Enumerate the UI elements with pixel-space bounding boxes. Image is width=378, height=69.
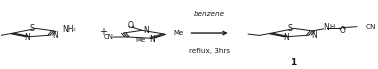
Text: CN: CN — [365, 24, 376, 30]
Text: reflux, 3hrs: reflux, 3hrs — [189, 48, 230, 54]
Text: N: N — [324, 23, 329, 32]
Text: CN: CN — [103, 34, 113, 40]
Text: N: N — [311, 31, 317, 40]
Text: N: N — [144, 26, 149, 35]
Text: Me: Me — [174, 30, 184, 36]
Text: NH: NH — [62, 25, 74, 34]
Text: S: S — [29, 24, 34, 33]
Text: N: N — [149, 35, 155, 44]
Text: N: N — [25, 33, 30, 42]
Text: O: O — [128, 21, 134, 30]
Text: N: N — [283, 33, 289, 42]
Text: 1: 1 — [290, 58, 296, 67]
Text: O: O — [339, 26, 345, 35]
Text: N: N — [53, 31, 58, 40]
Text: $_2$: $_2$ — [72, 26, 76, 34]
Text: Me: Me — [136, 37, 146, 43]
Text: benzene: benzene — [194, 11, 225, 17]
Text: +: + — [99, 27, 107, 37]
Text: H: H — [329, 24, 335, 30]
Text: S: S — [288, 24, 293, 33]
